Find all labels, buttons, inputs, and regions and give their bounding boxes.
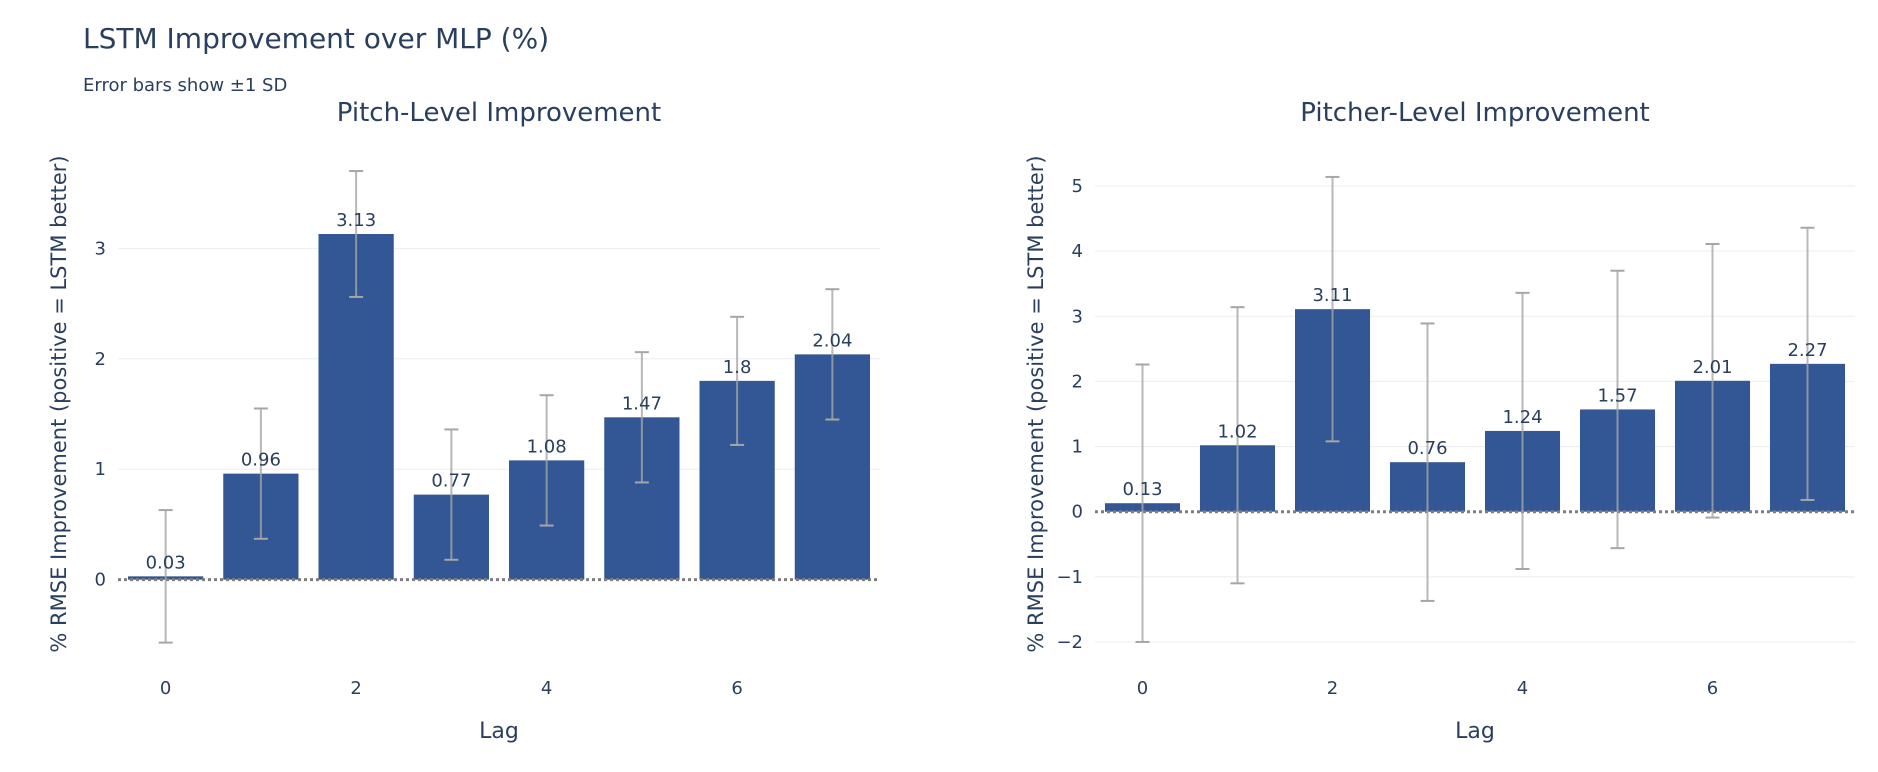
panel-2: −2 −1 0 1 2 3 4 5 0 2 4 6 0.13 1.02 3.11 0.76 1.24 1.57 2.… <box>1024 98 1855 744</box>
data-label: 2.04 <box>812 330 852 351</box>
y-tick-label: 0 <box>1072 502 1083 523</box>
panel-1: 0 1 2 3 0 2 4 6 0.03 0.96 3.13 0.77 1.08 1.47 1.8 2.04 P… <box>47 98 880 744</box>
y-tick-label: 2 <box>95 349 106 370</box>
error-bar <box>1420 322 1435 602</box>
y-axis-title: % RMSE Improvement (positive = LSTM bett… <box>47 155 71 652</box>
error-bar <box>1705 243 1720 519</box>
x-axis-title: Lag <box>1455 719 1495 744</box>
y-tick-label: −1 <box>1056 567 1083 588</box>
x-tick-label: 2 <box>1327 678 1338 699</box>
data-label: 1.08 <box>527 436 567 457</box>
y-tick-label: 3 <box>1072 306 1083 327</box>
data-label: 0.76 <box>1407 438 1447 459</box>
x-tick-label: 0 <box>160 678 171 699</box>
x-tick-label: 0 <box>1137 678 1148 699</box>
y-tick-label: 3 <box>95 238 106 259</box>
data-label: 2.01 <box>1692 357 1732 378</box>
x-tick-label: 6 <box>1707 678 1718 699</box>
error-bar <box>1610 269 1625 550</box>
x-tick-label: 4 <box>1517 678 1528 699</box>
y-tick-label: 4 <box>1072 241 1083 262</box>
y-tick-label: 5 <box>1072 176 1083 197</box>
data-label: 1.47 <box>622 393 662 414</box>
error-bar <box>1135 363 1150 643</box>
data-label: 2.27 <box>1787 340 1827 361</box>
data-label: 0.96 <box>241 450 281 471</box>
error-bar <box>444 428 459 561</box>
data-label: 0.03 <box>146 552 186 573</box>
y-tick-label: 1 <box>1072 437 1083 458</box>
data-label: 1.8 <box>723 357 752 378</box>
data-label: 1.02 <box>1217 421 1257 442</box>
x-tick-label: 4 <box>541 678 552 699</box>
error-bar <box>730 315 745 446</box>
x-tick-label: 6 <box>731 678 742 699</box>
y-tick-label: 2 <box>1072 371 1083 392</box>
subplot-title: Pitch-Level Improvement <box>337 98 661 128</box>
y-tick-label: 1 <box>95 459 106 480</box>
data-label: 0.77 <box>431 471 471 492</box>
error-bar <box>1230 306 1245 585</box>
error-bar <box>634 351 649 484</box>
data-label: 3.13 <box>336 210 376 231</box>
error-bar <box>1800 226 1815 501</box>
error-bar <box>253 407 268 540</box>
chart-subtitle: Error bars show ±1 SD <box>83 75 288 96</box>
error-bar <box>349 170 364 298</box>
subplot-title: Pitcher-Level Improvement <box>1300 98 1650 128</box>
x-axis-title: Lag <box>479 719 519 744</box>
y-tick-label: −2 <box>1056 632 1083 653</box>
x-tick-label: 2 <box>350 678 361 699</box>
error-bar <box>158 509 173 644</box>
error-bar <box>825 288 840 421</box>
y-tick-label: 0 <box>95 570 106 591</box>
y-axis-title: % RMSE Improvement (positive = LSTM bett… <box>1024 155 1048 652</box>
error-bar <box>539 394 554 527</box>
chart-title: LSTM Improvement over MLP (%) <box>83 22 550 55</box>
data-label: 1.57 <box>1597 385 1637 406</box>
error-bar <box>1515 291 1530 571</box>
data-label: 0.13 <box>1122 479 1162 500</box>
data-label: 3.11 <box>1312 285 1352 306</box>
data-label: 1.24 <box>1502 407 1542 428</box>
error-bar <box>1325 175 1340 443</box>
